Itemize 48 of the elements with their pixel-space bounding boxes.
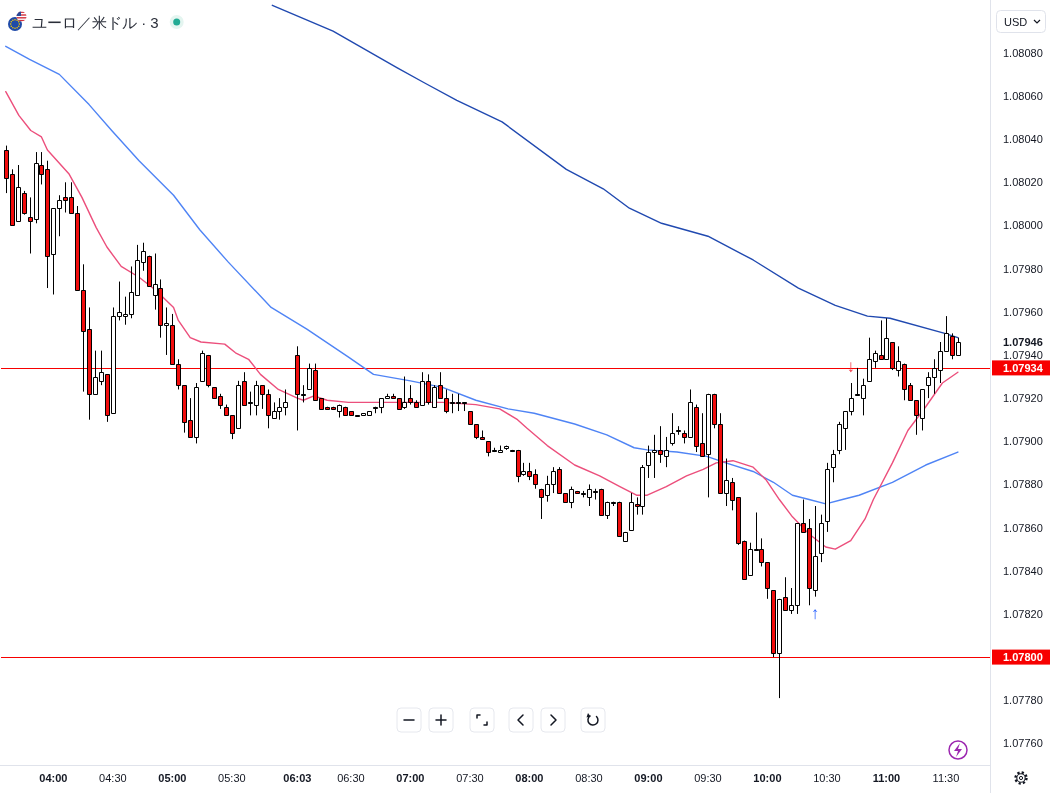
candlestick [825,462,830,533]
ref-line-label: 1.07934 [1003,361,1044,374]
y-tick-label: 1.07780 [1003,694,1043,707]
x-tick-label: 10:00 [753,772,782,784]
y-tick-label: 1.07960 [1003,305,1043,318]
candlestick [504,445,509,451]
y-tick-label: 1.07880 [1003,478,1043,491]
x-tick-label: 11:00 [872,772,901,784]
x-tick-label: 05:30 [218,772,246,784]
candlestick [676,425,681,436]
x-tick-label: 06:30 [337,772,365,784]
x-tick-label: 04:00 [39,772,68,784]
candlestick [670,412,675,447]
y-tick-label: 1.08060 [1003,89,1043,102]
x-tick-label: 10:30 [813,772,841,784]
ref-line-label: 1.07800 [1003,651,1043,664]
y-tick-label: 1.07820 [1003,607,1043,620]
candlestick [819,514,824,563]
y-tick-label: 1.07946 [1003,335,1043,348]
y-tick-label: 1.07920 [1003,392,1043,405]
x-tick-label: 07:00 [396,772,425,784]
y-tick-label: 1.08020 [1003,176,1043,189]
y-tick-label: 1.07760 [1003,737,1043,750]
x-tick-label: 06:03 [283,772,312,784]
y-tick-label: 1.08080 [1003,46,1043,59]
y-tick-label: 1.08040 [1003,133,1043,146]
y-tick-label: 1.07840 [1003,564,1043,577]
x-tick-label: 08:00 [515,772,544,784]
line-series [5,90,959,550]
candlestick [831,449,836,483]
x-tick-label: 04:30 [99,772,127,784]
line-series [5,45,959,505]
x-tick-label: 09:30 [694,772,722,784]
y-tick-label: 1.08000 [1003,219,1043,232]
text: ユーロ／米ドル · 3 [32,13,159,31]
y-tick-label: 1.07900 [1003,435,1043,448]
x-tick-label: 09:00 [634,772,663,784]
annotation: ↑ [810,604,820,624]
line-series [271,4,959,339]
x-tick-label: 11:30 [932,772,960,784]
y-tick-label: 1.07940 [1003,348,1043,361]
y-tick-label: 1.07860 [1003,521,1043,534]
x-tick-label: 07:30 [456,772,484,784]
y-axis-title: USD [1004,16,1028,28]
x-tick-label: 05:00 [158,772,187,784]
x-tick-label: 08:30 [575,772,603,784]
y-tick-label: 1.07980 [1003,262,1043,275]
annotation: ↓ [846,356,855,376]
